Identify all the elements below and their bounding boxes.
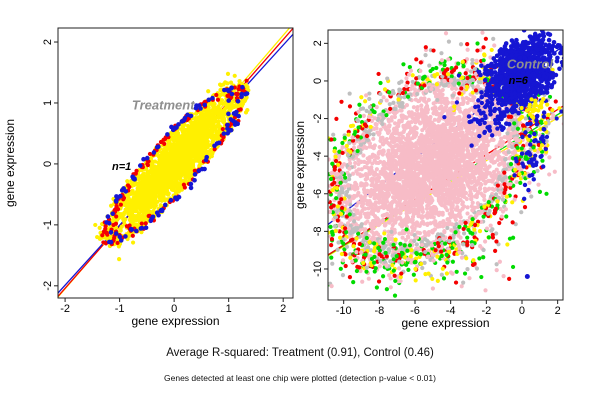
- x-tick-label: -4: [446, 305, 456, 317]
- plot-box: [57, 27, 294, 299]
- x-tick-label: 0: [171, 303, 177, 315]
- x-tick-label: -2: [481, 305, 491, 317]
- x-tick-label: -6: [410, 305, 420, 317]
- scatter-cluster-mixed: [328, 57, 542, 275]
- caption-average-r-squared: Average R-squared: Treatment (0.91), Con…: [166, 347, 434, 359]
- y-tick-label: 0: [42, 161, 54, 167]
- scatter-cluster-mixed: [104, 84, 250, 245]
- plot-box: [327, 29, 564, 301]
- y-tick-label: -1: [42, 220, 54, 230]
- x-axis-title: gene expression: [401, 316, 489, 330]
- n-count-label: n=6: [509, 75, 529, 87]
- plot-treatment: -2 -1 0 1 2 2 1 0 -1 -2 gene expression gene expres…: [3, 27, 294, 328]
- scatter-cluster-blue: [476, 30, 563, 131]
- y-tick-label: -10: [312, 261, 324, 277]
- y-tick-label: -4: [312, 151, 324, 161]
- scatter-cluster-blue: [512, 98, 549, 202]
- y-axis-title: gene expression: [293, 121, 307, 209]
- x-tick-label: 1: [226, 303, 232, 315]
- x-tick-label: 0: [519, 305, 525, 317]
- x-axis-title: gene expression: [131, 314, 219, 328]
- scatter-cluster-mixed: [329, 226, 516, 293]
- x-tick-label: 2: [280, 303, 286, 315]
- x-tick-label: 2: [555, 305, 561, 317]
- plot-inner: n=6 Control: [328, 30, 563, 298]
- y-axis-title: gene expression: [3, 119, 17, 207]
- scatter-cluster-pink: [328, 47, 552, 290]
- y-tick-label: 2: [42, 39, 54, 45]
- group-label: Control: [507, 57, 554, 72]
- group-label: Treatment: [132, 98, 195, 113]
- y-tick-label: 1: [42, 100, 54, 106]
- y-tick-label: -8: [312, 226, 324, 236]
- scatter-cluster-blue: [524, 273, 530, 279]
- plot-inner: n=1 Treatment: [58, 28, 293, 298]
- y-tick-label: -6: [312, 189, 324, 199]
- x-tick-label: -1: [115, 303, 125, 315]
- x-tick-label: -10: [336, 305, 352, 317]
- y-tick-label: 2: [312, 40, 324, 46]
- y-tick-label: -2: [312, 114, 324, 124]
- x-tick-label: -2: [60, 303, 70, 315]
- caption-detection-note: Genes detected at least one chip were pl…: [164, 373, 436, 383]
- y-tick-label: 0: [312, 78, 324, 84]
- n-count-label: n=1: [112, 161, 131, 173]
- plot-control: -10 -8 -6 -4 -2 0 2 2 0 -2 -4 -6 -8 -10 gene expressio…: [293, 29, 564, 330]
- x-tick-label: -8: [374, 305, 384, 317]
- scatter-cluster-yellow: [517, 96, 550, 122]
- y-tick-label: -2: [42, 281, 54, 291]
